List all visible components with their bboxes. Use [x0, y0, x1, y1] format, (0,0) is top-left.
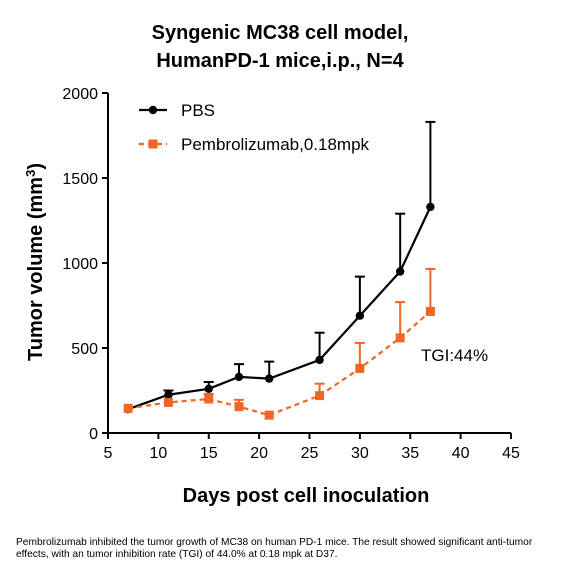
x-tick-label: 5 [104, 445, 113, 462]
y-axis-label-main: Tumor volume (mm [25, 177, 47, 361]
y-tick-label: 1500 [62, 171, 98, 188]
x-tick-label: 35 [401, 445, 419, 462]
x-tick-label: 25 [301, 445, 319, 462]
data-point [355, 364, 364, 373]
y-axis-label-superscript: 3 [23, 170, 38, 177]
x-tick-label: 45 [502, 445, 520, 462]
series-line [128, 207, 430, 409]
x-tick-label: 30 [351, 445, 369, 462]
legend: PBS Pembrolizumab,0.18mpk [139, 101, 370, 154]
data-point [356, 312, 364, 320]
figure-caption: Pembrolizumab inhibited the tumor growth… [16, 537, 556, 560]
x-axis-label: Days post cell inoculation [183, 485, 430, 507]
tgi-annotation: TGI:44% [421, 346, 488, 365]
y-tick-label: 500 [71, 341, 98, 358]
data-point [164, 398, 173, 407]
data-point [315, 391, 324, 400]
y-axis-label-close: ) [25, 163, 47, 170]
series-line [128, 311, 430, 415]
legend-item-pembrolizumab: Pembrolizumab,0.18mpk [139, 135, 370, 154]
data-point [234, 402, 243, 411]
x-tick-label: 15 [200, 445, 218, 462]
data-point [426, 203, 434, 211]
y-tick-label: 1000 [62, 256, 98, 273]
y-ticks: 0 500 1000 1500 2000 [62, 86, 108, 443]
legend-label-pembrolizumab: Pembrolizumab,0.18mpk [181, 135, 370, 154]
data-point [164, 391, 172, 399]
data-point [265, 374, 273, 382]
data-point [204, 395, 213, 404]
tumor-volume-chart: Syngenic MC38 cell model, HumanPD-1 mice… [0, 0, 572, 530]
data-point [396, 333, 405, 342]
x-tick-label: 10 [149, 445, 167, 462]
series-layer [124, 122, 436, 420]
x-tick-label: 40 [452, 445, 470, 462]
y-tick-label: 2000 [62, 86, 98, 103]
legend-label-pbs: PBS [181, 101, 215, 120]
data-point [235, 373, 243, 381]
x-ticks: 5 10 15 20 25 30 35 40 45 [104, 433, 520, 462]
data-point [426, 307, 435, 316]
y-axis-label: Tumor volume (mm3) [23, 163, 47, 361]
chart-title-line1: Syngenic MC38 cell model, [152, 22, 409, 44]
data-point [265, 411, 274, 420]
series-pbs [124, 122, 435, 414]
chart-title-line2: HumanPD-1 mice,i.p., N=4 [156, 50, 404, 72]
legend-marker-pbs [149, 106, 157, 114]
data-point [205, 385, 213, 393]
data-point [124, 404, 133, 413]
legend-item-pbs: PBS [139, 101, 215, 120]
x-tick-label: 20 [250, 445, 268, 462]
data-point [396, 267, 404, 275]
data-point [315, 356, 323, 364]
legend-marker-pembrolizumab [149, 140, 158, 149]
y-tick-label: 0 [89, 426, 98, 443]
